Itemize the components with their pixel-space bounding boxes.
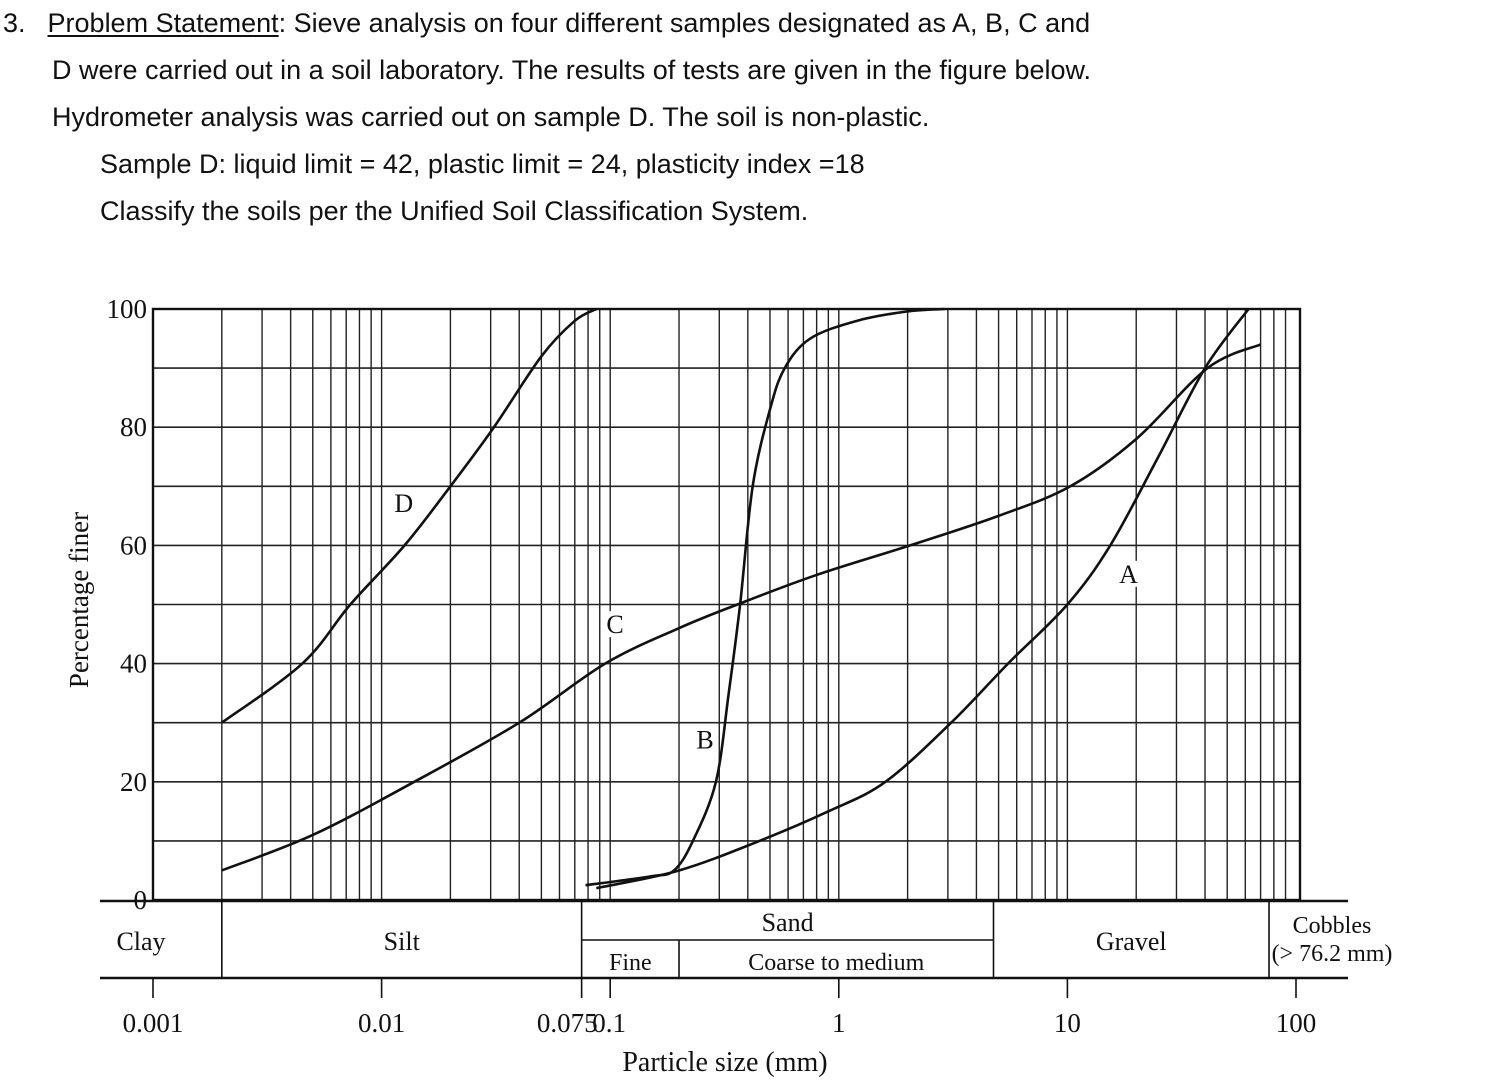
sample-d-limits: Sample D: liquid limit = 42, plastic lim… bbox=[100, 149, 865, 179]
band-clay: Clay bbox=[116, 927, 165, 956]
y-axis-label: Percentage finer bbox=[64, 512, 94, 688]
curve-b bbox=[585, 307, 945, 887]
x-tick-label: 0.1 bbox=[592, 1008, 626, 1038]
curve-label-a: A bbox=[1119, 560, 1138, 589]
problem-question: Classify the soils per the Unified Soil … bbox=[100, 196, 809, 226]
x-axis-label: Particle size (mm) bbox=[622, 1047, 827, 1078]
x-tick-label: 1 bbox=[832, 1008, 846, 1038]
x-tick-label: 10 bbox=[1054, 1008, 1081, 1038]
band-sand-fine: Fine bbox=[609, 950, 652, 976]
curve-c bbox=[221, 343, 1262, 872]
y-tick-label: 60 bbox=[120, 530, 147, 560]
band-cobbles-sublabel: (> 76.2 mm) bbox=[1272, 941, 1393, 967]
chart-grid bbox=[153, 309, 1300, 900]
curve-d bbox=[221, 307, 597, 724]
band-sand: Sand bbox=[762, 908, 814, 937]
x-tick-label: 0.001 bbox=[123, 1008, 184, 1038]
curve-a bbox=[596, 308, 1250, 890]
curve-label-c: C bbox=[606, 610, 623, 639]
curve-label-b: B bbox=[696, 725, 713, 754]
x-tick-label: 0.01 bbox=[358, 1008, 405, 1038]
axis-labels: 0 20 40 60 80 100 Percentage finer 0.001 0.01 0.0… bbox=[64, 294, 1316, 1078]
y-tick-label: 80 bbox=[120, 412, 147, 442]
curve-label-bg bbox=[603, 611, 628, 638]
chart-curves: A B C D bbox=[221, 307, 1262, 890]
curve-label-d: D bbox=[394, 489, 413, 518]
curve-label-bg bbox=[1116, 560, 1141, 587]
band-sand-coarse: Coarse to medium bbox=[748, 950, 924, 976]
curve-label-bg bbox=[693, 726, 718, 753]
problem-number: 3. bbox=[3, 8, 26, 38]
x-tick-label: 0.075 bbox=[537, 1008, 598, 1038]
problem-line-1-text: : Sieve analysis on four different sampl… bbox=[278, 8, 1091, 38]
band-silt: Silt bbox=[384, 927, 421, 956]
problem-line-3: Hydrometer analysis was carried out on s… bbox=[52, 102, 930, 132]
band-cobbles: Cobbles bbox=[1293, 913, 1372, 939]
problem-line-1: 3. Problem Statement: Sieve analysis on f… bbox=[0, 0, 1090, 47]
problem-line-2: D were carried out in a soil laboratory.… bbox=[52, 55, 1092, 85]
y-tick-label: 20 bbox=[120, 767, 147, 797]
curve-label-bg bbox=[391, 489, 416, 516]
band-gravel: Gravel bbox=[1096, 927, 1167, 956]
soil-classification-bands: Clay Silt Sand Gravel Cobbles(> 76.2 mm) Fine… bbox=[100, 899, 1393, 980]
y-tick-label: 0 bbox=[134, 885, 148, 915]
y-tick-label: 40 bbox=[120, 649, 147, 679]
problem-heading: Problem Statement bbox=[47, 8, 279, 38]
x-tick-label: 100 bbox=[1276, 1008, 1317, 1038]
y-tick-label: 100 bbox=[107, 294, 148, 324]
